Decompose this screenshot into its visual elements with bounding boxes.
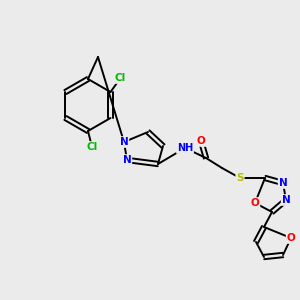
Text: N: N: [282, 195, 290, 205]
Text: O: O: [286, 233, 296, 243]
Text: Cl: Cl: [115, 73, 126, 83]
Text: O: O: [250, 198, 260, 208]
Text: NH: NH: [177, 143, 193, 153]
Text: O: O: [196, 136, 206, 146]
Text: N: N: [120, 137, 128, 147]
Text: N: N: [123, 155, 131, 165]
Text: Cl: Cl: [86, 142, 98, 152]
Text: S: S: [236, 173, 244, 183]
Text: N: N: [279, 178, 287, 188]
